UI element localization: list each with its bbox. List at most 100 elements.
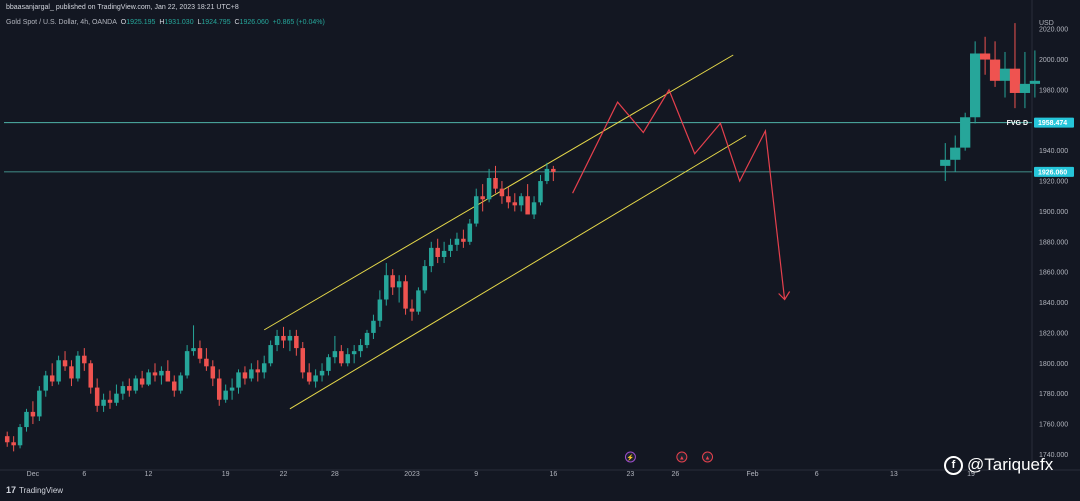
watermark-text: @Tariquefx [967,455,1054,474]
candle-body [999,68,1011,81]
x-tick-label: 9 [474,471,478,478]
x-tick-label: 16 [549,471,557,478]
low-label: L [197,19,202,26]
x-tick-label: 2023 [404,471,420,478]
tradingview-brand-label: TradingView [19,486,64,495]
projection-path [572,88,786,300]
close-value: 1926.060 [239,19,269,26]
candle-body [326,357,331,371]
candle-body [525,196,530,215]
candle-body [979,53,991,60]
projection-arrowhead [778,291,791,301]
publisher-line: bbaasanjargal_ published on TradingView.… [6,4,239,11]
tradingview-brand[interactable]: 17 TradingView [6,485,63,495]
candle-body [531,202,537,215]
candle-body [441,250,447,257]
candle-body [448,244,453,251]
x-tick-label: Dec [27,471,40,478]
candle-body [518,196,524,206]
candle-body [242,372,248,379]
x-tick-label: 23 [627,471,635,478]
candle-body [11,442,16,446]
candle-body [345,354,350,364]
candle-body [416,290,421,312]
open-label: O [120,19,127,26]
candle-body [69,366,74,379]
x-tick-label: 6 [82,471,86,478]
x-tick-label: 19 [967,471,975,478]
candle-body [396,281,402,288]
facebook-icon: f [944,456,963,475]
low-value: 1924.795 [201,19,231,26]
candle-body [390,275,395,288]
candle-body [249,369,254,379]
channel-line [263,54,734,331]
candle-body [512,202,518,206]
candle-body [88,363,93,388]
candle-body [351,351,357,355]
candle-body [506,196,511,203]
candle-body [172,381,177,391]
close-label: C [234,19,240,26]
candle-body [538,181,543,203]
candle-body [287,335,293,341]
candle-body [435,247,440,257]
candle-body [950,147,961,160]
y-tick-label: 1900.000 [1039,209,1068,216]
event-marker-symbol: ▲ [679,456,685,462]
candle-body [255,369,261,373]
candle-body [30,411,36,417]
event-marker-symbol: ▲ [705,456,711,462]
candle-body [319,370,325,376]
candle-body [409,308,415,312]
candle-body [384,275,389,300]
candle-body [960,117,971,148]
x-tick-label: 13 [890,471,898,478]
candle-body [236,372,241,388]
candle-body [486,178,492,200]
high-label: H [159,19,165,26]
candle-body [499,188,505,197]
event-marker [624,451,636,463]
candle-body [480,196,485,200]
price-tag-label: 1958.474 [1038,120,1067,127]
candle-body [114,393,119,403]
candle-body [191,348,196,352]
candle-body [133,378,138,391]
candle-body [429,247,434,267]
candle-body [159,370,164,376]
candle-body [165,370,171,382]
x-tick-label: 28 [331,471,339,478]
candle-body [493,178,498,189]
x-tick-label: 12 [145,471,153,478]
candle-body [94,387,100,406]
candle-body [49,375,55,382]
y-tick-label: 2000.000 [1039,57,1068,64]
candle-body [56,360,61,382]
candle-body [461,238,466,242]
y-tick-label: 1840.000 [1039,300,1068,307]
event-marker [676,451,688,463]
candle-body [75,355,81,379]
candle-body [197,348,203,359]
candle-body [82,355,87,364]
ohlc-legend: Gold Spot / U.S. Dollar, 4h, OANDA O1925… [6,19,325,26]
candle-body [544,168,550,182]
candle-body [969,53,981,118]
candle-body [473,196,479,224]
candle-body [101,399,106,406]
y-tick-label: 1760.000 [1039,422,1068,429]
symbol-name[interactable]: Gold Spot / U.S. Dollar, 4h, OANDA [6,19,117,26]
candle-body [17,427,23,446]
y-tick-label: 1880.000 [1039,239,1068,246]
x-tick-label: 22 [280,471,288,478]
candle-body [1009,68,1021,93]
candle-body [62,360,68,367]
open-value: 1925.195 [126,19,156,26]
level-label: FVG D [1007,120,1028,127]
candle-body [24,411,29,428]
y-tick-label: 1780.000 [1039,391,1068,398]
y-tick-label: 1940.000 [1039,148,1068,155]
